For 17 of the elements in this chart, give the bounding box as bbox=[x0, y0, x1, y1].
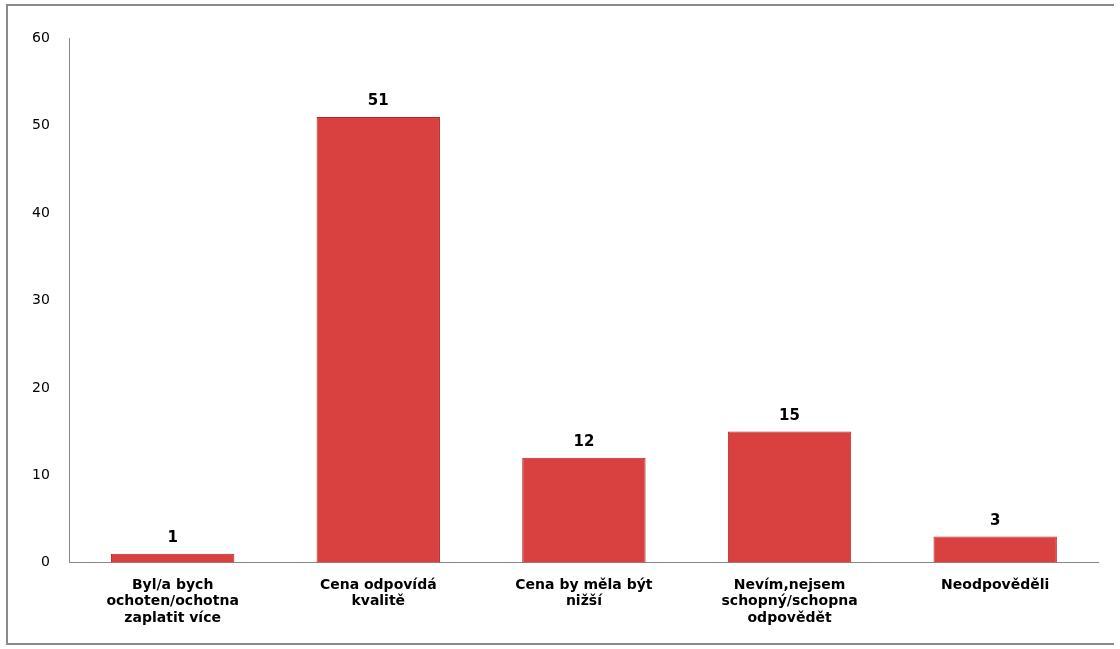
data-label: 1 bbox=[167, 528, 178, 547]
y-tick-label: 20 bbox=[31, 378, 50, 395]
x-tick-label: Cena odpovídá kvalitě bbox=[319, 575, 437, 609]
data-label: 3 bbox=[989, 510, 1001, 529]
y-tick-label: 50 bbox=[31, 116, 50, 133]
y-tick-label: 60 bbox=[31, 29, 50, 46]
x-tick-label: Neodpověděli bbox=[941, 575, 1050, 592]
y-tick-label: 30 bbox=[31, 291, 50, 308]
y-tick-label: 0 bbox=[40, 553, 50, 570]
data-label: 15 bbox=[779, 405, 800, 424]
x-tick-label: Cena by měla být nižší bbox=[515, 575, 653, 609]
data-label: 12 bbox=[573, 432, 595, 451]
x-tick-label: Byl/a bych ochoten/ochotna zaplatit více bbox=[106, 575, 239, 626]
data-label: 51 bbox=[367, 91, 389, 110]
y-tick-label: 40 bbox=[31, 203, 50, 220]
x-tick-label: Nevím,nejsem schopný/schopna odpovědět bbox=[721, 575, 858, 626]
y-tick-label: 10 bbox=[31, 465, 50, 482]
